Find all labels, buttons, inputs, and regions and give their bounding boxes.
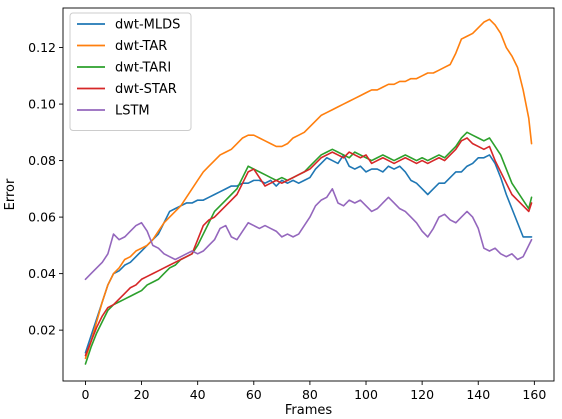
x-tick-label: 60 (246, 387, 262, 402)
x-tick-label: 40 (190, 387, 206, 402)
x-tick-label: 20 (134, 387, 150, 402)
y-tick-label: 0.08 (28, 153, 56, 168)
legend-label: dwt-MLDS (115, 18, 180, 33)
x-tick-label: 100 (354, 387, 378, 402)
x-tick-label: 80 (302, 387, 318, 402)
x-tick-label: 160 (522, 387, 546, 402)
y-axis-ticks: 0.02 0.04 0.06 0.08 0.10 0.12 (28, 40, 63, 338)
x-tick-label: 0 (81, 387, 89, 402)
series-line-dwt-tar (84, 18, 533, 360)
legend-label: dwt-STAR (115, 82, 177, 97)
series-line-dwt-star (84, 137, 533, 357)
y-axis-label: Error (3, 178, 18, 210)
plot-frame (62, 7, 555, 382)
y-tick-label: 0.10 (28, 97, 56, 112)
legend-box (69, 12, 192, 131)
y-tick-label: 0.12 (28, 40, 56, 55)
plot-lines (84, 18, 533, 365)
x-tick-label: 140 (466, 387, 490, 402)
series-line-lstm (84, 188, 533, 281)
series-line-dwt-tari (84, 131, 533, 365)
series-line-dwt-mlds (84, 154, 533, 354)
legend-label: dwt-TARI (115, 61, 171, 76)
y-tick-label: 0.04 (28, 266, 56, 281)
legend: dwt-MLDS dwt-TAR dwt-TARI dwt-STAR LSTM (69, 12, 192, 131)
legend-label: dwt-TAR (115, 39, 167, 54)
x-axis-ticks: 0 20 40 60 80 100 120 140 160 (81, 381, 546, 402)
legend-label: LSTM (115, 104, 150, 119)
y-tick-label: 0.02 (28, 323, 56, 338)
x-tick-label: 120 (410, 387, 434, 402)
x-axis-label: Frames (285, 403, 333, 418)
y-tick-label: 0.06 (28, 210, 56, 225)
